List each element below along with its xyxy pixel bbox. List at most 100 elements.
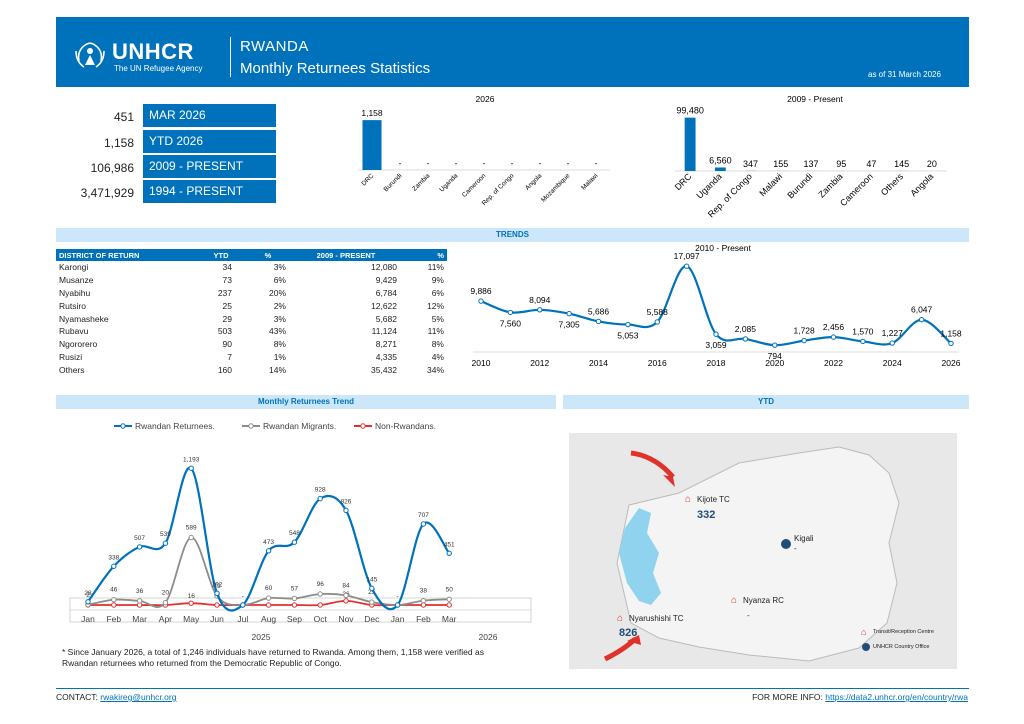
data-point [683,263,690,269]
table-cell: 35,432 [371,364,397,375]
data-point [446,596,452,602]
data-value-label: 1,158 [940,328,962,338]
category-tick-label: Uganda [438,172,459,193]
data-point [369,585,375,592]
table-cell: Rusizi [59,351,83,362]
office-icon [862,643,870,651]
x-tick-label: Jan [391,614,405,624]
kpi-label: YTD 2026 [143,130,276,153]
table-row: Nyabihu 237 20% 6,784 6% [56,287,447,300]
data-value-label: 451 [444,541,455,548]
footnote: * Since January 2026, a total of 1,246 i… [62,647,512,669]
data-value-label: 9,886 [470,286,492,296]
data-point [214,602,220,608]
x-tick-label: Aug [261,614,276,624]
data-value-label: 338 [108,554,119,561]
data-point [343,598,349,604]
bar-value-label: 20 [927,159,937,169]
x-tick-label: 2020 [765,358,784,368]
data-value-label: 473 [263,539,274,546]
data-point [420,521,427,527]
table-cell: 8% [431,339,444,350]
tent-icon: ⌂ [861,627,867,637]
x-tick-label: 2012 [530,358,549,368]
kpi-label: MAR 2026 [143,104,276,127]
table-cell: Rutsiro [59,300,86,311]
table-cell: 8,271 [375,339,397,350]
data-point [265,602,272,608]
data-point [317,495,323,502]
monthly-section-bar: Monthly Returnees Trend [56,395,556,409]
data-value-label: 507 [134,535,145,542]
category-tick-label: DRC [673,171,694,192]
data-value-label: 1,193 [183,456,200,463]
data-point [111,602,117,608]
data-point [369,599,375,605]
category-tick-label: Uganda [694,171,723,200]
more-info-link[interactable]: https://data2.unhcr.org/en/country/rwa [825,692,968,702]
header-banner: UNHCR The UN Refugee Agency RWANDA Month… [56,17,969,87]
data-point [136,598,143,604]
data-value-label: 707 [418,512,429,519]
table-cell: 9% [431,275,444,286]
x-tick-label: Oct [314,614,328,624]
bar-value-label: - [595,158,598,168]
data-value-label: 6,047 [911,305,933,315]
year-label: 2026 [479,632,498,642]
x-tick-label: Sep [287,614,302,624]
footnote-text: Since January 2026, a total of 1,246 ind… [62,647,484,668]
x-tick-label: Feb [416,614,431,624]
footer-contact: CONTACT: rwakireg@unhcr.org [56,692,176,702]
site-name: Nyarushishi TC [629,614,684,623]
table-cell: 20% [268,287,286,298]
data-value-label: 3,059 [705,340,727,350]
data-point [801,337,807,344]
header-divider [230,37,231,77]
table-cell: 12% [426,300,444,311]
data-value-label: 36 [136,588,144,595]
table-cell: 6,784 [375,287,397,298]
data-value-label: 2,456 [823,322,845,332]
table-cell: 14% [268,364,286,375]
bar-value-label: 145 [894,159,909,169]
data-value-label: 2 [86,592,90,599]
data-point [446,602,452,608]
data-point [317,591,323,597]
category-tick-label: Angola [524,172,544,192]
data-point [188,465,194,471]
data-point [343,507,349,514]
legend-swatch-marker [360,423,366,429]
x-tick-label: 2018 [707,358,726,368]
data-value-label: 5,053 [617,331,639,341]
site-value: - [747,611,750,620]
data-value-label: 2,085 [735,324,757,334]
site-value: 826 [619,627,638,639]
table-row: Nyamasheke 29 3% 5,682 5% [56,312,447,325]
bar-mark [684,117,696,171]
bar-mark [714,167,726,171]
data-value-label: 46 [110,587,118,594]
data-point [265,595,272,601]
table-cell: 503 [217,326,232,337]
data-value-label: 84 [342,582,350,589]
data-point [136,544,143,550]
data-point [291,595,298,602]
table-cell: Nyabihu [59,287,91,298]
x-tick-label: Apr [159,614,172,624]
data-point [507,309,514,316]
data-value-label: 145 [366,576,377,583]
contact-email-link[interactable]: rwakireg@unhcr.org [100,692,177,702]
table-cell: 12,080 [371,262,397,273]
table-cell: 29 [222,313,232,324]
category-tick-label: Malawi [757,171,784,198]
data-point [394,602,401,608]
x-tick-label: Jan [81,614,95,624]
bar-value-label: - [483,158,486,168]
data-point [265,548,272,554]
arrow-north [630,450,675,479]
table-cell: 5,682 [375,313,397,324]
table-cell: 90 [222,339,232,350]
arrow-south-head [627,635,641,645]
site-name: Nyanza RC [743,596,784,605]
data-value-label: - [242,593,244,600]
